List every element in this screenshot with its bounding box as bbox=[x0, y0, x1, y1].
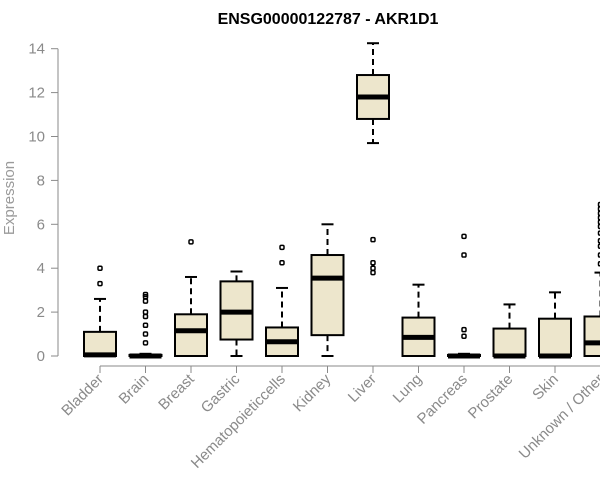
x-tick-label: Brain bbox=[116, 371, 153, 408]
box-kidney bbox=[310, 223, 345, 357]
outlier-point bbox=[597, 201, 600, 208]
chart-title: ENSG00000122787 - AKR1D1 bbox=[218, 11, 439, 28]
iqr-box bbox=[83, 330, 117, 358]
x-tick-label: Pancreas bbox=[414, 371, 471, 428]
outlier-point bbox=[597, 219, 600, 225]
outlier-point bbox=[142, 340, 149, 346]
outlier-point bbox=[279, 244, 285, 251]
outlier-point bbox=[461, 326, 467, 333]
y-tick-label: 4 bbox=[37, 260, 45, 277]
outlier-point bbox=[461, 333, 467, 339]
box-liver bbox=[356, 42, 390, 276]
x-tick-label: Bladder bbox=[58, 371, 107, 420]
outlier-point bbox=[370, 259, 376, 266]
outlier-point bbox=[597, 206, 600, 212]
outlier-point bbox=[597, 243, 600, 249]
y-tick-label: 2 bbox=[37, 304, 45, 321]
outlier-point bbox=[597, 223, 600, 230]
iqr-box bbox=[174, 313, 208, 358]
outlier-point bbox=[597, 210, 600, 217]
iqr-box bbox=[538, 317, 572, 357]
x-tick-label: Breast bbox=[155, 370, 198, 413]
outlier-point bbox=[597, 214, 600, 221]
outlier-point bbox=[597, 230, 600, 236]
outlier-point bbox=[142, 322, 149, 329]
y-tick-label: 14 bbox=[28, 41, 45, 58]
x-tick-label: Skin bbox=[529, 371, 562, 404]
outlier-point bbox=[142, 309, 149, 315]
x-tick-label: Lung bbox=[390, 371, 426, 407]
x-tick-labels: Bladder Brain Breast GastricHematopoieticce… bbox=[58, 370, 600, 472]
box-bladder bbox=[83, 265, 117, 358]
boxes bbox=[83, 42, 600, 359]
y-tick-label: 8 bbox=[37, 172, 45, 189]
iqr-box bbox=[310, 254, 345, 337]
y-axis-label: Expression bbox=[1, 161, 18, 235]
y-tick-label: 10 bbox=[28, 129, 45, 146]
box-brain bbox=[128, 291, 163, 359]
outlier-point bbox=[142, 291, 149, 298]
outlier-point bbox=[188, 239, 194, 245]
axes: 0 2 4 6 8 10 12 14 bbox=[28, 41, 600, 373]
outlier-point bbox=[279, 259, 285, 266]
outlier-point bbox=[461, 233, 467, 240]
outlier-point bbox=[461, 252, 467, 258]
x-tick-label: Prostate bbox=[465, 371, 517, 423]
x-tick-label: Kidney bbox=[290, 370, 335, 415]
y-tick-label: 0 bbox=[37, 348, 45, 365]
iqr-box bbox=[492, 327, 527, 357]
outlier-point bbox=[597, 238, 600, 244]
box-breast bbox=[174, 239, 208, 358]
y-tick-label: 12 bbox=[28, 85, 45, 102]
box-unknown-other bbox=[583, 201, 600, 357]
iqr-box bbox=[583, 315, 600, 357]
box-lung bbox=[401, 283, 436, 357]
outlier-point bbox=[97, 265, 103, 271]
outlier-point bbox=[142, 313, 149, 320]
outlier-point bbox=[597, 252, 600, 258]
outlier-point bbox=[142, 331, 149, 337]
outlier-point bbox=[597, 261, 600, 267]
outlier-point bbox=[370, 265, 376, 271]
x-tick-label: Liver bbox=[345, 371, 380, 406]
outlier-point bbox=[370, 236, 376, 243]
box-hematopoieticcells bbox=[265, 244, 299, 357]
box-skin bbox=[538, 291, 572, 359]
y-tick-label: 6 bbox=[37, 216, 45, 233]
outlier-point bbox=[370, 269, 376, 276]
box-gastric bbox=[219, 270, 254, 357]
outlier-point bbox=[142, 298, 149, 304]
box-pancreas bbox=[447, 233, 481, 359]
box-prostate bbox=[492, 303, 527, 359]
outlier-point bbox=[97, 280, 103, 287]
